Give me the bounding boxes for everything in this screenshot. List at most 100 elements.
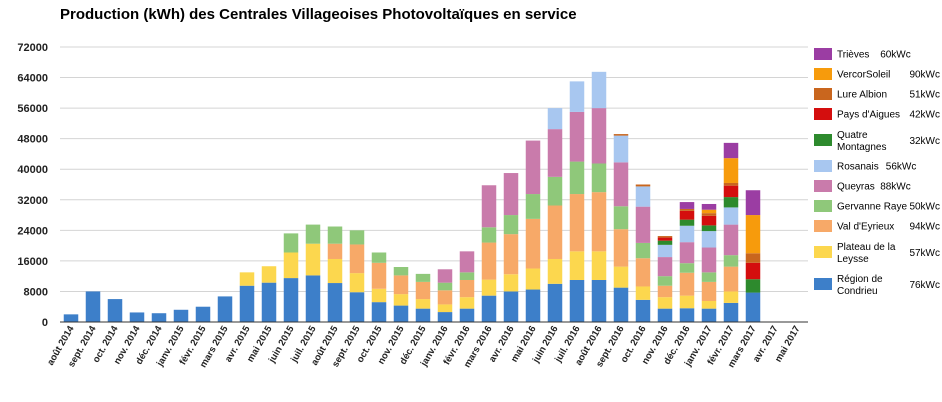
bar-segment [349,244,365,274]
legend-swatch [814,278,832,290]
bar-segment [701,213,717,216]
legend-item: Quatre Montagnes 32kWc [814,130,940,153]
bar-segment [525,268,541,290]
bar-segment [657,276,673,286]
legend-capacity: 56kWc [886,162,917,173]
bar-segment [679,210,695,220]
legend-capacity: 94kWc [909,222,940,233]
bar-segment [723,197,739,208]
bar-segment [701,231,717,248]
bar-segment [481,227,497,243]
bar-segment [85,291,101,322]
bar-segment [591,163,607,193]
bar-segment [657,308,673,322]
bars [63,71,761,323]
bar-segment [745,253,761,263]
y-tick-label: 24000 [17,225,48,237]
bar-segment [107,299,123,322]
bar-segment [679,202,695,209]
legend-swatch [814,48,832,60]
bar-segment [591,251,607,280]
legend-label: Gervanne Raye [837,202,907,213]
legend-label-line: Région de [837,274,883,285]
bar-segment [481,242,497,280]
bar-segment [635,286,651,300]
bar-segment [701,281,717,301]
bar-segment [745,279,761,293]
legend-item: Trièves 60kWc [814,48,911,61]
legend-swatch [814,88,832,100]
bar-segment [415,281,431,300]
legend-label: Quatre Montagnes [837,130,886,153]
bar-segment [525,140,541,195]
y-tick-label: 72000 [17,42,48,54]
bar-segment [349,230,365,245]
bar-segment [591,192,607,252]
bar-segment [459,272,475,280]
bar-segment [613,266,629,288]
legend-label-line: Montagnes [837,142,886,153]
bar-segment [283,252,299,279]
bar-segment [547,258,563,284]
bar-segment [327,226,343,244]
bar-segment [657,257,673,277]
bar-segment [349,273,365,293]
y-tick-label: 40000 [17,164,48,176]
y-tick-label: 8000 [24,286,48,298]
bar-segment [393,275,409,295]
legend-item: Plateau de la Leysse 57kWc [814,242,940,265]
bar-segment [679,219,695,226]
bar-segment [327,243,343,259]
bar-segment [613,206,629,230]
legend-swatch [814,200,832,212]
bar-segment [657,236,673,238]
bar-segment [459,279,475,298]
bar-segment [371,288,387,303]
legend-swatch [814,180,832,192]
bar-segment [657,240,673,245]
bar-segment [613,229,629,267]
bar-segment [635,299,651,322]
legend-item: Pays d'Aigues 42kWc [814,108,940,121]
bar-segment [437,290,453,305]
legend-capacity: 57kWc [909,248,940,259]
legend-label: Lure Albion [837,90,887,101]
bar-segment [503,215,519,235]
bar-segment [525,194,541,219]
bar-segment [437,312,453,322]
bar-segment [657,285,673,298]
legend-label: Plateau de la Leysse [837,242,896,265]
legend-item: Lure Albion 51kWc [814,88,940,101]
bar-segment [657,297,673,309]
legend-capacity: 90kWc [909,70,940,81]
legend-swatch [814,134,832,146]
bar-segment [481,295,497,322]
bar-segment [723,158,739,183]
y-tick-label: 16000 [17,256,48,268]
bar-segment [437,282,453,291]
bar-segment [635,242,651,259]
bar-segment [723,302,739,322]
y-axis-ticks: 0 8000 16000 24000 32000 40000 48000 56000 64000… [17,42,48,329]
bar-segment [525,218,541,269]
bar-segment [745,215,761,254]
bar-segment [635,258,651,287]
bar-segment [459,297,475,309]
legend-swatch [814,220,832,232]
bar-segment [459,251,475,273]
bar-segment [217,296,233,322]
bar-segment [327,283,343,322]
legend: Trièves 60kWc VercorSoleil 90kWc Lure Albion… [814,48,940,297]
bar-segment [569,194,585,252]
bar-segment [547,176,563,206]
bar-segment [437,304,453,313]
bar-segment [613,287,629,323]
bar-segment [415,299,431,309]
bar-segment [613,134,629,136]
bar-segment [701,300,717,309]
bar-segment [437,269,453,283]
bar-segment [723,207,739,225]
legend-item: Queyras 88kWc [814,180,911,193]
legend-item: Rosanais 56kWc [814,160,916,173]
chart-title: Production (kWh) des Centrales Villageoi… [60,6,577,23]
